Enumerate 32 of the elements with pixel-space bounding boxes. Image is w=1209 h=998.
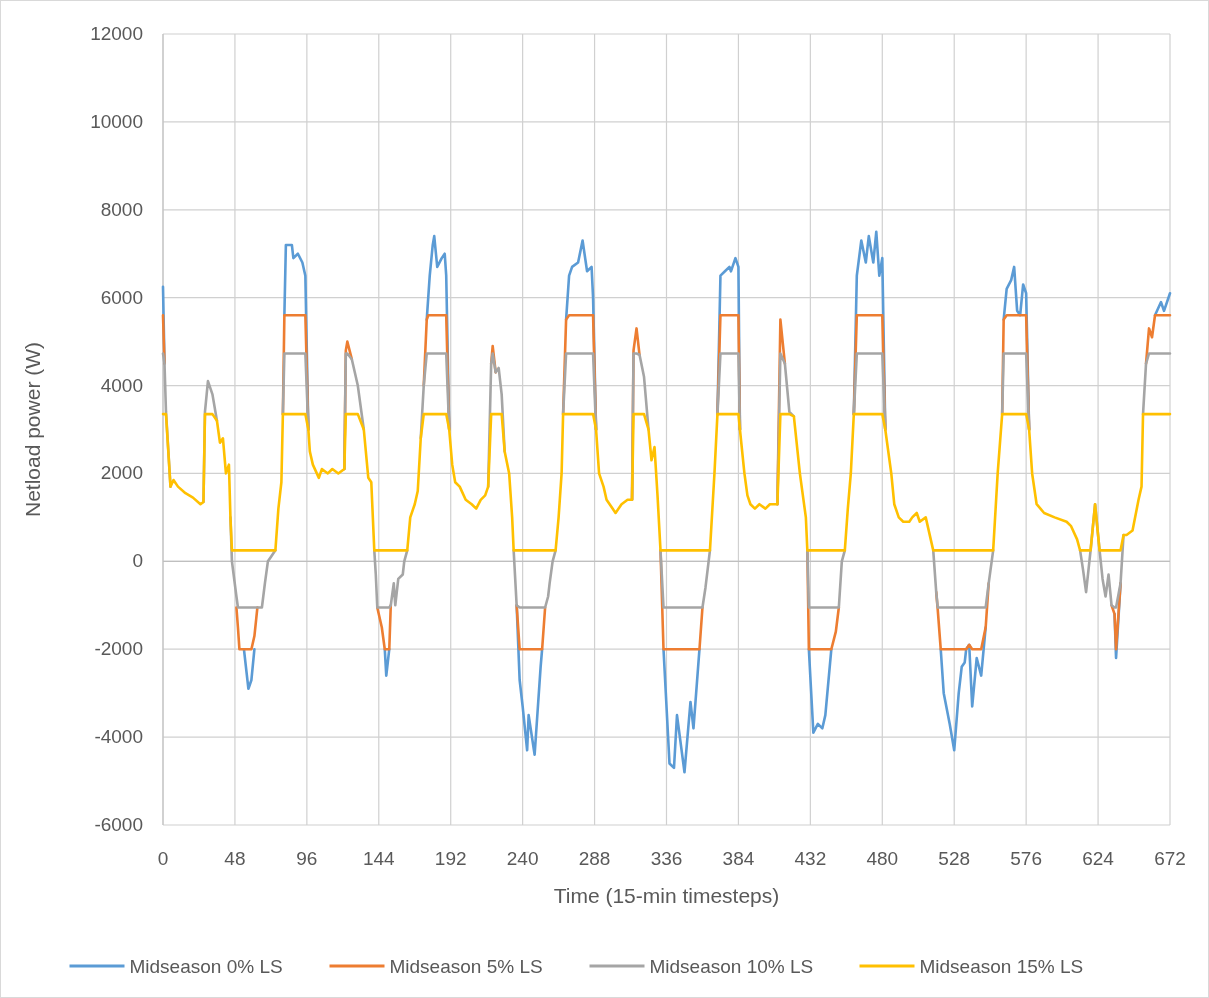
legend-label: Midseason 15% LS [919,956,1084,977]
x-axis-title: Time (15-min timesteps) [553,884,780,907]
y-tick-label: -2000 [94,638,143,660]
legend-label: Midseason 0% LS [129,956,283,977]
x-tick-label: 288 [578,848,611,869]
x-tick-label: 192 [434,848,467,869]
x-tick-label: 96 [296,848,318,869]
x-tick-label: 384 [722,848,755,869]
legend-label: Midseason 5% LS [389,956,543,977]
x-tick-label: 144 [362,848,396,869]
y-tick-label: 0 [132,550,143,572]
x-tick-label: 0 [157,848,169,869]
y-tick-label: 10000 [90,110,143,132]
legend-label: Midseason 10% LS [649,956,814,977]
y-tick-label: -4000 [94,726,143,748]
x-tick-label: 432 [794,848,827,869]
x-tick-label: 672 [1154,848,1186,869]
y-tick-label: 12000 [90,23,143,44]
x-tick-label: 48 [224,848,246,869]
x-tick-label: 336 [650,848,683,869]
y-tick-label: 6000 [100,286,143,308]
y-tick-label: -6000 [94,814,143,835]
y-tick-label: 2000 [100,462,143,484]
y-tick-label: 8000 [100,198,143,220]
x-tick-label: 240 [506,848,539,869]
x-tick-label: 528 [938,848,971,869]
line-series [161,412,1172,552]
x-tick-label: 624 [1082,848,1115,869]
x-tick-label: 480 [866,848,899,869]
y-axis-title: Netload power (W) [21,341,44,518]
x-tick-label: 576 [1010,848,1042,869]
y-tick-label: 4000 [100,374,143,396]
